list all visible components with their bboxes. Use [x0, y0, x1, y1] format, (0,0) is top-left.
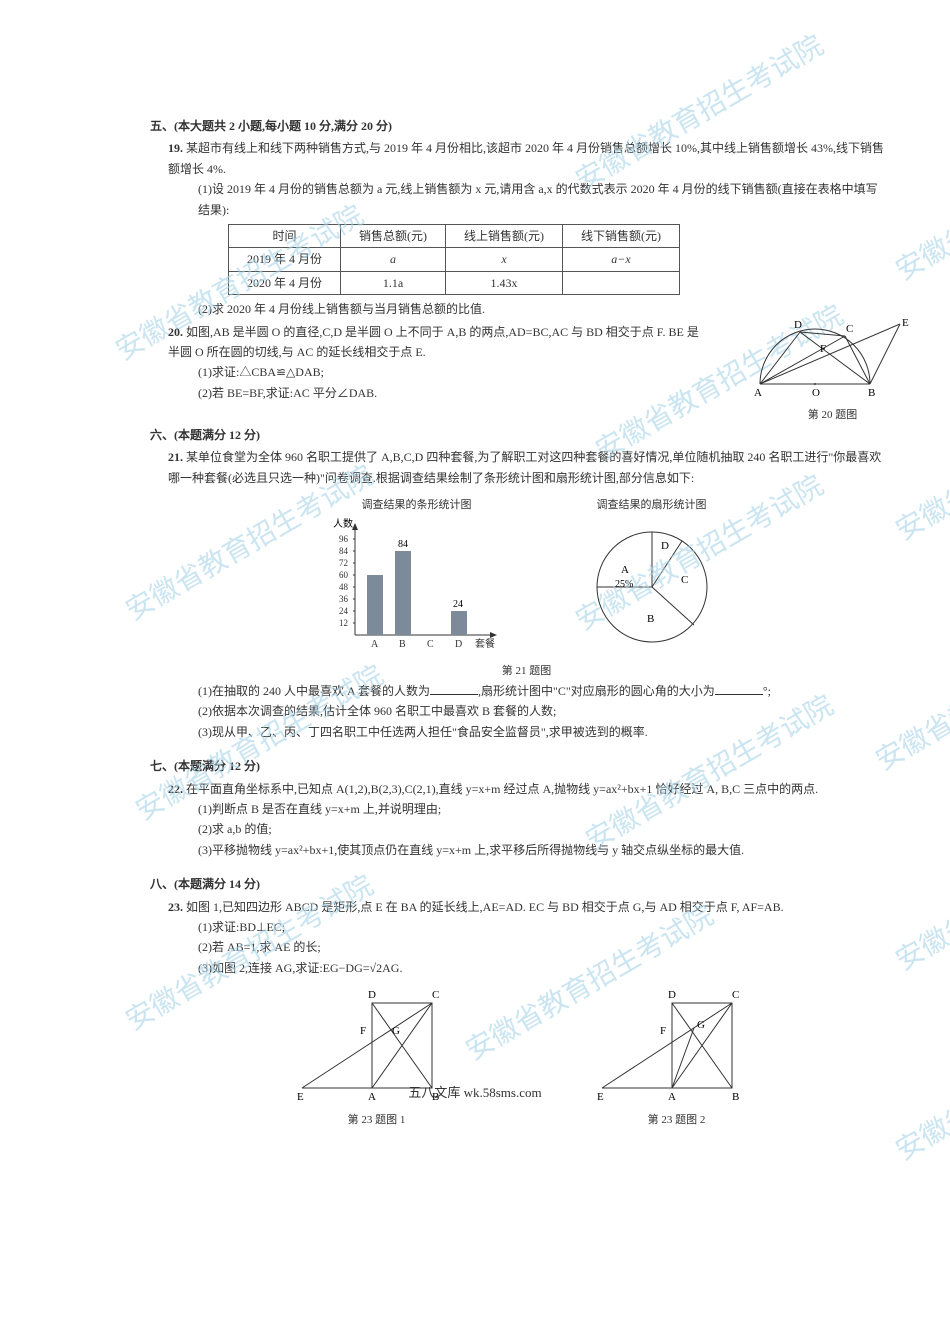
svg-text:O: O: [812, 387, 820, 398]
q20-caption: 第 20 题图: [750, 406, 915, 425]
svg-text:72: 72: [339, 558, 348, 568]
q23-text: 如图 1,已知四边形 ABCD 是矩形,点 E 在 BA 的延长线上,AE=AD…: [186, 900, 784, 914]
svg-text:25%: 25%: [615, 579, 633, 590]
svg-text:E: E: [902, 317, 909, 329]
q22-sub3: (3)平移抛物线 y=ax²+bx+1,使其顶点仍在直线 y=x+m 上,求平移…: [198, 840, 885, 860]
q20-num: 20.: [168, 325, 183, 339]
q19-table: 时间 销售总额(元) 线上销售额(元) 线下销售额(元) 2019 年 4 月份…: [228, 224, 680, 295]
svg-text:C: C: [846, 323, 853, 335]
svg-text:C: C: [681, 574, 688, 586]
q21-caption: 第 21 题图: [168, 662, 885, 681]
table-cell: 1.43x: [446, 271, 563, 294]
svg-text:C: C: [427, 639, 434, 650]
bar-chart: 调查结果的条形统计图 人数 12 24 36 48 60 72 84 96: [327, 496, 507, 658]
svg-text:96: 96: [339, 534, 349, 544]
watermark: 安徽省教育招生考试院: [887, 113, 950, 294]
q23-num: 23.: [168, 900, 183, 914]
q21-text: 某单位食堂为全体 960 名职工提供了 A,B,C,D 四种套餐,为了解职工对这…: [168, 450, 881, 484]
pie-chart-title: 调查结果的扇形统计图: [577, 496, 727, 515]
svg-text:D: D: [794, 319, 802, 331]
table-cell: x: [446, 248, 563, 271]
q23-sub2: (2)若 AB=1,求 AE 的长;: [198, 937, 885, 957]
q20-sub1: (1)求证:△CBA≌△DAB;: [198, 362, 705, 382]
table-header: 销售总额(元): [341, 224, 446, 247]
q23-caption-2: 第 23 题图 2: [592, 1111, 762, 1130]
table-cell: 2020 年 4 月份: [229, 271, 341, 294]
table-cell: 2019 年 4 月份: [229, 248, 341, 271]
q20-figure: A O B D C E F 第 20 题图: [750, 316, 915, 425]
q23-figure-1: D C E A B F G 第 23 题图 1: [292, 988, 462, 1130]
blank: [715, 683, 763, 695]
svg-text:人数: 人数: [333, 517, 353, 530]
svg-text:12: 12: [339, 618, 348, 628]
table-cell: a: [341, 248, 446, 271]
section-8-header: 八、(本题满分 14 分): [150, 874, 885, 894]
section-7-header: 七、(本题满分 12 分): [150, 756, 885, 776]
q19-num: 19.: [168, 141, 183, 155]
svg-text:24: 24: [453, 599, 463, 610]
svg-text:C: C: [432, 989, 439, 1001]
question-20: 20. 如图,AB 是半圆 O 的直径,C,D 是半圆 O 上不同于 A,B 的…: [168, 322, 885, 404]
svg-text:B: B: [399, 639, 406, 650]
bar-chart-title: 调查结果的条形统计图: [327, 496, 507, 515]
question-19: 19. 某超市有线上和线下两种销售方式,与 2019 年 4 月份相比,该超市 …: [168, 138, 885, 319]
q23-figure-2: D C E A B F G 第 23 题图 2: [592, 988, 762, 1130]
q20-text: 如图,AB 是半圆 O 的直径,C,D 是半圆 O 上不同于 A,B 的两点,A…: [168, 325, 699, 359]
q21-sub1: (1)在抽取的 240 人中最喜欢 A 套餐的人数为,扇形统计图中"C"对应扇形…: [198, 681, 885, 701]
svg-text:D: D: [368, 989, 376, 1001]
svg-text:60: 60: [339, 570, 349, 580]
q19-sub1: (1)设 2019 年 4 月份的销售总额为 a 元,线上销售额为 x 元,请用…: [198, 179, 885, 220]
svg-text:套餐: 套餐: [475, 637, 495, 650]
watermark: 安徽省教育招生考试院: [887, 803, 950, 984]
svg-text:84: 84: [398, 539, 408, 550]
q21-sub2: (2)依据本次调查的结果,估计全体 960 名职工中最喜欢 B 套餐的人数;: [198, 701, 885, 721]
table-cell: a−x: [563, 248, 680, 271]
svg-text:C: C: [732, 989, 739, 1001]
q23-sub3: (3)如图 2,连接 AG,求证:EG−DG=√2AG.: [198, 958, 885, 978]
svg-text:F: F: [820, 343, 826, 355]
svg-text:48: 48: [339, 582, 349, 592]
svg-text:36: 36: [339, 594, 349, 604]
svg-text:A: A: [754, 387, 762, 398]
section-6-header: 六、(本题满分 12 分): [150, 425, 885, 445]
svg-text:24: 24: [339, 606, 349, 616]
table-header: 线下销售额(元): [563, 224, 680, 247]
question-22: 22. 在平面直角坐标系中,已知点 A(1,2),B(2,3),C(2,1),直…: [168, 779, 885, 861]
svg-text:B: B: [647, 613, 654, 625]
svg-text:A: A: [621, 564, 629, 576]
q22-text: 在平面直角坐标系中,已知点 A(1,2),B(2,3),C(2,1),直线 y=…: [186, 782, 818, 796]
svg-text:G: G: [392, 1025, 400, 1037]
svg-text:B: B: [868, 387, 875, 398]
q20-sub2: (2)若 BE=BF,求证:AC 平分∠DAB.: [198, 383, 705, 403]
svg-text:F: F: [660, 1025, 666, 1037]
question-21: 21. 某单位食堂为全体 960 名职工提供了 A,B,C,D 四种套餐,为了解…: [168, 447, 885, 742]
blank: [430, 683, 478, 695]
section-5-header: 五、(本大题共 2 小题,每小题 10 分,满分 20 分): [150, 116, 885, 136]
table-header: 时间: [229, 224, 341, 247]
q19-text: 某超市有线上和线下两种销售方式,与 2019 年 4 月份相比,该超市 2020…: [168, 141, 884, 175]
svg-text:F: F: [360, 1025, 366, 1037]
q22-sub2: (2)求 a,b 的值;: [198, 819, 885, 839]
table-cell: [563, 271, 680, 294]
svg-text:G: G: [697, 1019, 705, 1031]
q22-sub1: (1)判断点 B 是否在直线 y=x+m 上,并说明理由;: [198, 799, 885, 819]
q22-num: 22.: [168, 782, 183, 796]
q23-caption-1: 第 23 题图 1: [292, 1111, 462, 1130]
q23-sub1: (1)求证:BD⊥EC;: [198, 917, 885, 937]
page-footer: 五八文库 wk.58sms.com: [0, 1082, 950, 1104]
pie-chart: 调查结果的扇形统计图 A 25% B C D: [577, 496, 727, 658]
svg-text:A: A: [371, 639, 379, 650]
q21-num: 21.: [168, 450, 183, 464]
svg-text:D: D: [661, 540, 669, 552]
svg-text:84: 84: [339, 546, 349, 556]
table-cell: 1.1a: [341, 271, 446, 294]
svg-text:D: D: [455, 639, 462, 650]
svg-text:D: D: [668, 989, 676, 1001]
table-header: 线上销售额(元): [446, 224, 563, 247]
q21-sub3: (3)现从甲、乙、丙、丁四名职工中任选两人担任"食品安全监督员",求甲被选到的概…: [198, 722, 885, 742]
